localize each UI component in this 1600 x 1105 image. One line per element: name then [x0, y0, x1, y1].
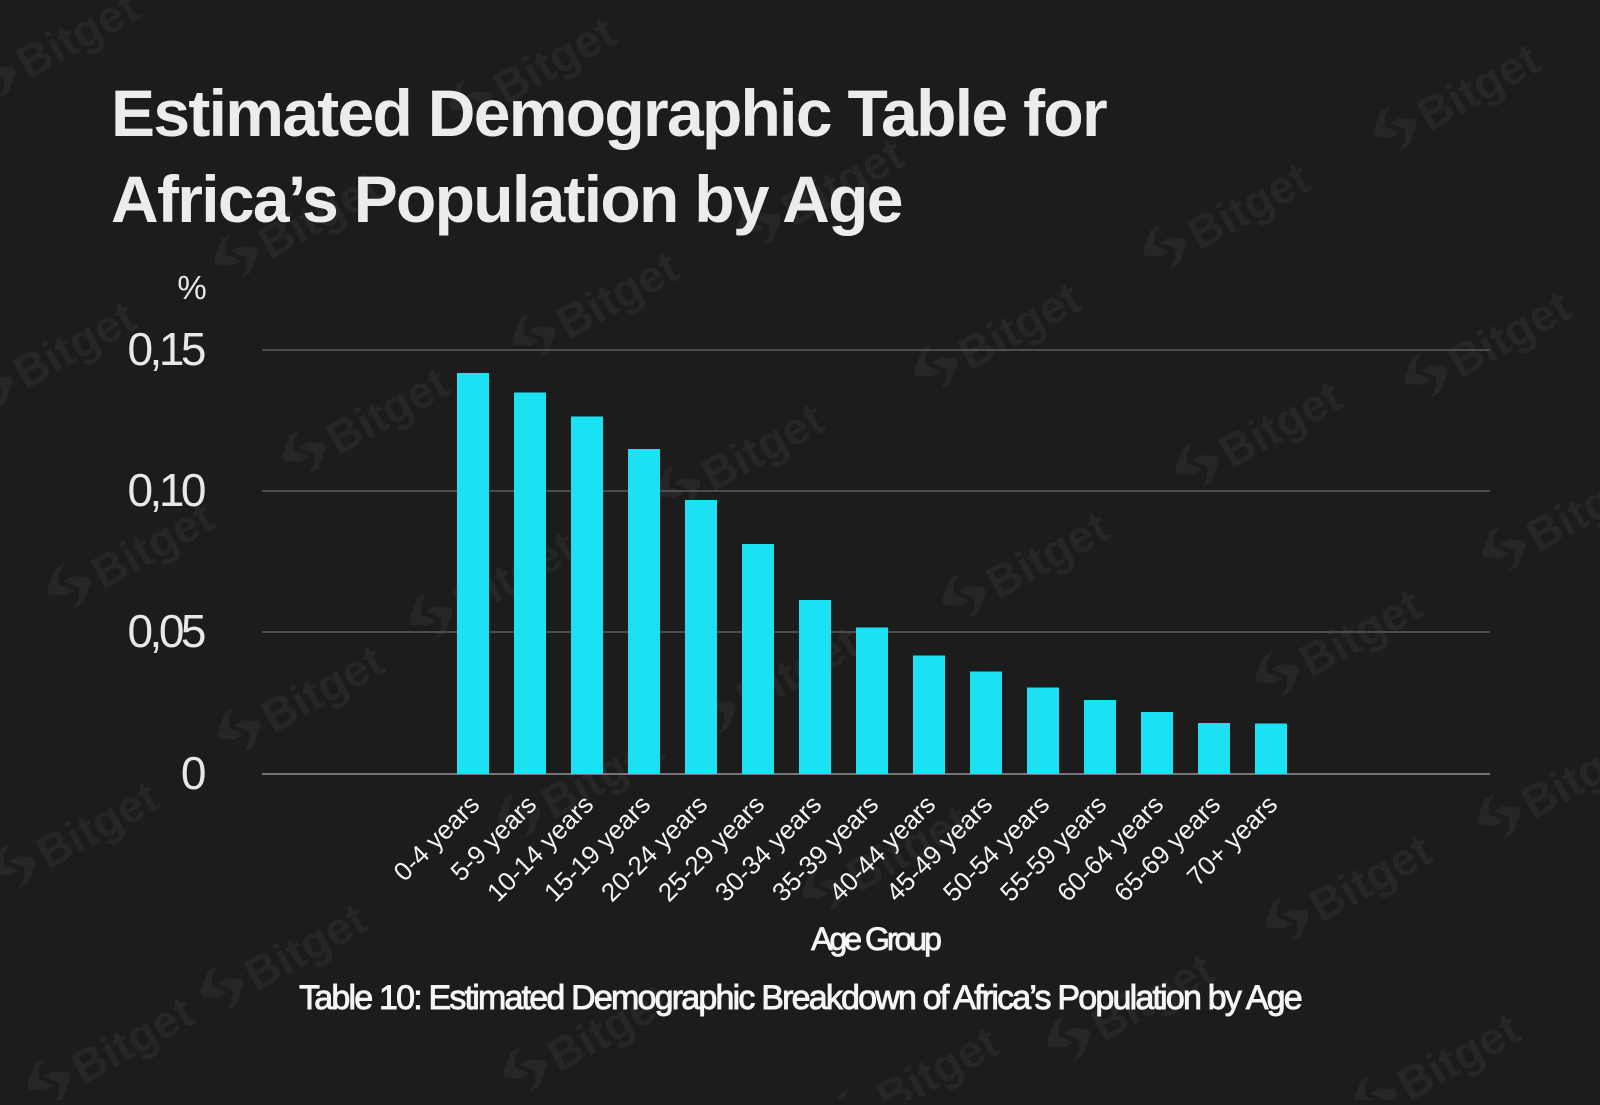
svg-text:%: % [177, 269, 206, 306]
svg-text:Estimated Demographic Table fo: Estimated Demographic Table for [111, 76, 1107, 150]
svg-text:0,10: 0,10 [127, 464, 204, 516]
svg-text:Table 10: Estimated Demographi: Table 10: Estimated Demographic Breakdow… [299, 979, 1302, 1017]
svg-text:0,05: 0,05 [127, 605, 204, 657]
svg-text:0: 0 [181, 747, 205, 799]
svg-text:0,15: 0,15 [127, 323, 204, 375]
svg-text:Africa’s Population by Age: Africa’s Population by Age [111, 162, 902, 236]
svg-text:Age Group: Age Group [811, 921, 941, 957]
